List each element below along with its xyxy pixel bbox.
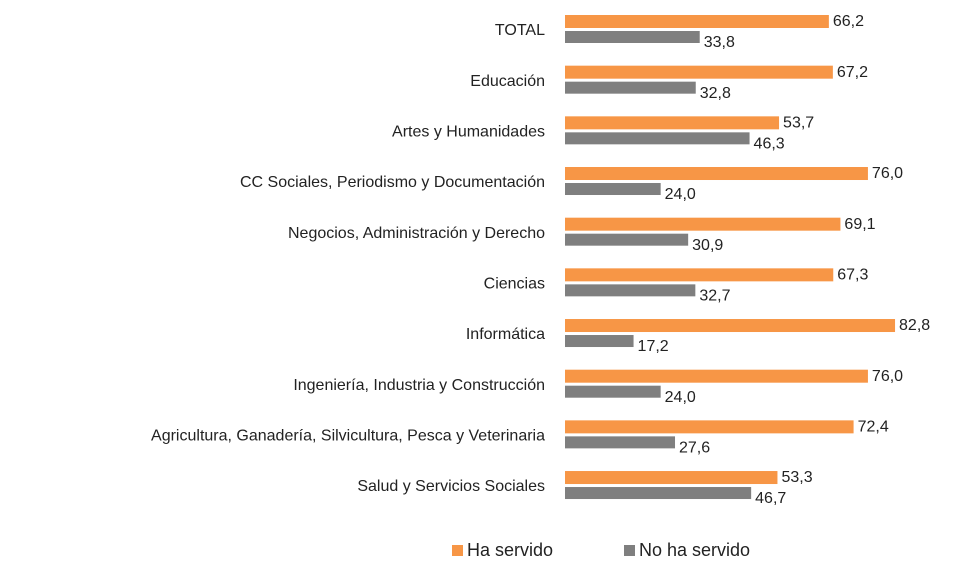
bar: [565, 15, 829, 28]
value-label: 32,8: [700, 85, 731, 102]
value-label: 82,8: [899, 317, 930, 334]
legend-swatch: [452, 545, 463, 556]
value-label: 33,8: [704, 34, 735, 51]
value-label: 24,0: [665, 389, 696, 406]
value-label: 30,9: [692, 237, 723, 254]
bar: [565, 268, 834, 282]
value-label: 66,2: [833, 13, 864, 30]
bar: [565, 233, 689, 246]
bar: [565, 116, 780, 130]
value-label: 32,7: [699, 288, 730, 305]
value-label: 67,3: [837, 267, 868, 284]
value-label: 24,0: [665, 186, 696, 203]
value-label: 53,3: [781, 469, 812, 486]
category-label: Ciencias: [484, 276, 545, 293]
category-label: Artes y Humanidades: [392, 124, 545, 141]
bar: [565, 183, 661, 196]
value-label: 76,0: [872, 165, 903, 182]
bar: [565, 487, 752, 500]
bar: [565, 319, 896, 333]
value-label: 53,7: [783, 115, 814, 132]
bar: [565, 420, 854, 434]
value-label: 27,6: [679, 440, 710, 457]
category-label: Educación: [470, 73, 545, 90]
value-label: 46,7: [755, 490, 786, 507]
category-label: Informática: [466, 326, 545, 343]
bar: [565, 436, 676, 449]
value-label: 17,2: [638, 338, 669, 355]
bar: [565, 65, 833, 79]
bar: [565, 31, 700, 43]
category-label: Agricultura, Ganadería, Silvicultura, Pe…: [151, 428, 545, 445]
bar: [565, 167, 868, 181]
value-label: 72,4: [858, 419, 889, 436]
value-label: 46,3: [754, 136, 785, 153]
value-label: 67,2: [837, 64, 868, 81]
value-label: 69,1: [844, 216, 875, 233]
bar: [565, 284, 696, 297]
legend-swatch: [624, 545, 635, 556]
category-label: CC Sociales, Periodismo y Documentación: [240, 174, 545, 191]
bar: [565, 132, 750, 145]
bar: [565, 385, 661, 398]
category-label: Negocios, Administración y Derecho: [288, 225, 545, 242]
bar: [565, 369, 868, 383]
bar: [565, 471, 778, 485]
bar: [565, 217, 841, 231]
category-label: Ingeniería, Industria y Construcción: [293, 377, 545, 394]
category-label: TOTAL: [495, 22, 545, 39]
bar: [565, 335, 634, 348]
category-label: Salud y Servicios Sociales: [357, 478, 545, 495]
legend-label: Ha servido: [467, 540, 553, 560]
legend-label: No ha servido: [639, 540, 750, 560]
value-label: 76,0: [872, 368, 903, 385]
bar: [565, 81, 696, 94]
